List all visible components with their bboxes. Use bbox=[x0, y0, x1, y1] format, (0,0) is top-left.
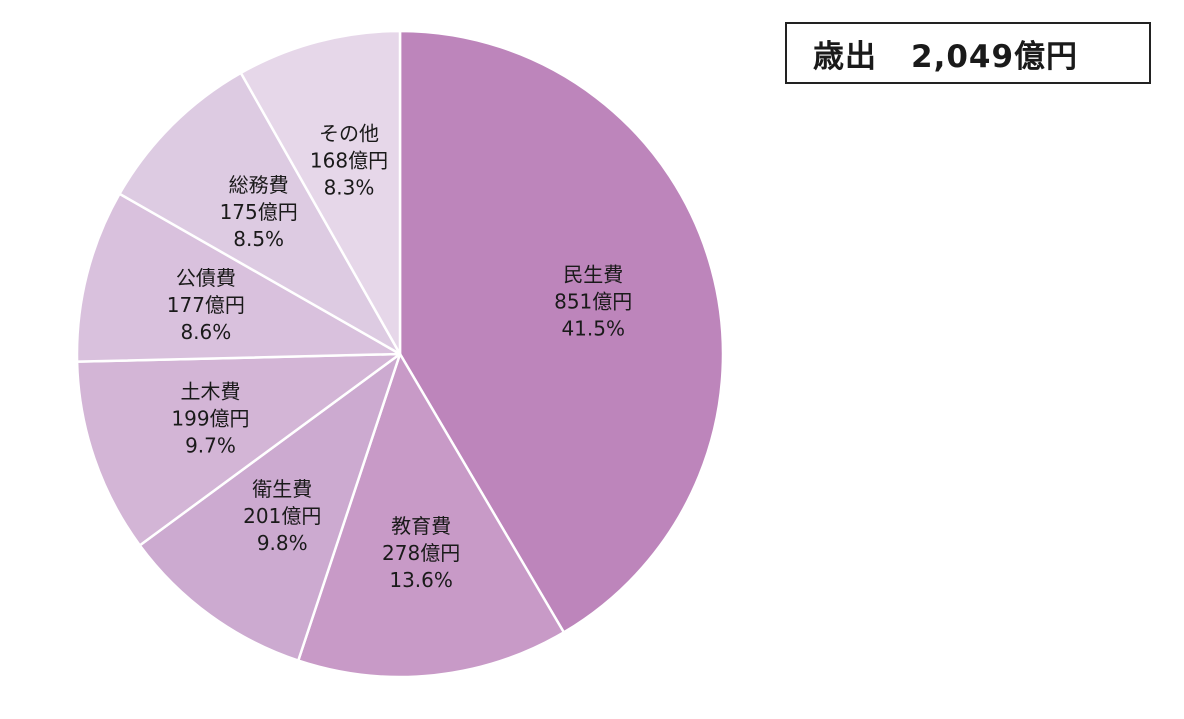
slice-4-name-label: 土木費 bbox=[180, 380, 240, 404]
slice-4-percent-label: 9.7% bbox=[185, 434, 236, 458]
slice-1-amount-label: 851億円 bbox=[554, 289, 632, 313]
slice-7-amount-label: 168億円 bbox=[310, 148, 388, 172]
slice-1-name-label: 民生費 bbox=[563, 262, 623, 286]
slice-5-name-label: 公債費 bbox=[176, 266, 236, 290]
pie-slice-2 bbox=[297, 352, 566, 679]
slice-6-name-label: 総務費 bbox=[229, 173, 289, 197]
slice-2-amount-label: 278億円 bbox=[382, 541, 460, 565]
slice-5-percent-label: 8.6% bbox=[180, 320, 231, 344]
slice-2-name-label: 教育費 bbox=[391, 514, 451, 538]
total-value: 2,049億円 bbox=[911, 38, 1079, 75]
slice-7-percent-label: 8.3% bbox=[324, 175, 375, 199]
slice-3-amount-label: 201億円 bbox=[243, 504, 321, 528]
pie-slice-4 bbox=[75, 352, 402, 547]
pie-slice-5 bbox=[75, 192, 402, 363]
total-label: 歳出 bbox=[813, 38, 877, 75]
slice-3-name-label: 衛生費 bbox=[252, 477, 312, 501]
pie-slices bbox=[75, 29, 725, 679]
slice-3-percent-label: 9.8% bbox=[257, 531, 308, 555]
pie-labels: 民生費 851億円 41.5% 教育費 278億円 13.6% 衛生費 201億円 9.8% 土木… bbox=[167, 121, 633, 592]
pie-slice-3 bbox=[138, 352, 402, 662]
pie-slice-1 bbox=[398, 29, 725, 634]
slice-7-name-label: その他 bbox=[319, 121, 379, 145]
total-expenditure-box: 歳出 2,049億円 bbox=[785, 22, 1151, 84]
slice-2-percent-label: 13.6% bbox=[389, 568, 453, 592]
pie-slice-6 bbox=[118, 71, 402, 356]
slice-5-amount-label: 177億円 bbox=[167, 293, 245, 317]
slice-1-percent-label: 41.5% bbox=[561, 316, 625, 340]
pie-slice-7 bbox=[239, 29, 402, 356]
slice-6-amount-label: 175億円 bbox=[220, 200, 298, 224]
slice-4-amount-label: 199億円 bbox=[171, 407, 249, 431]
slice-6-percent-label: 8.5% bbox=[233, 227, 284, 251]
